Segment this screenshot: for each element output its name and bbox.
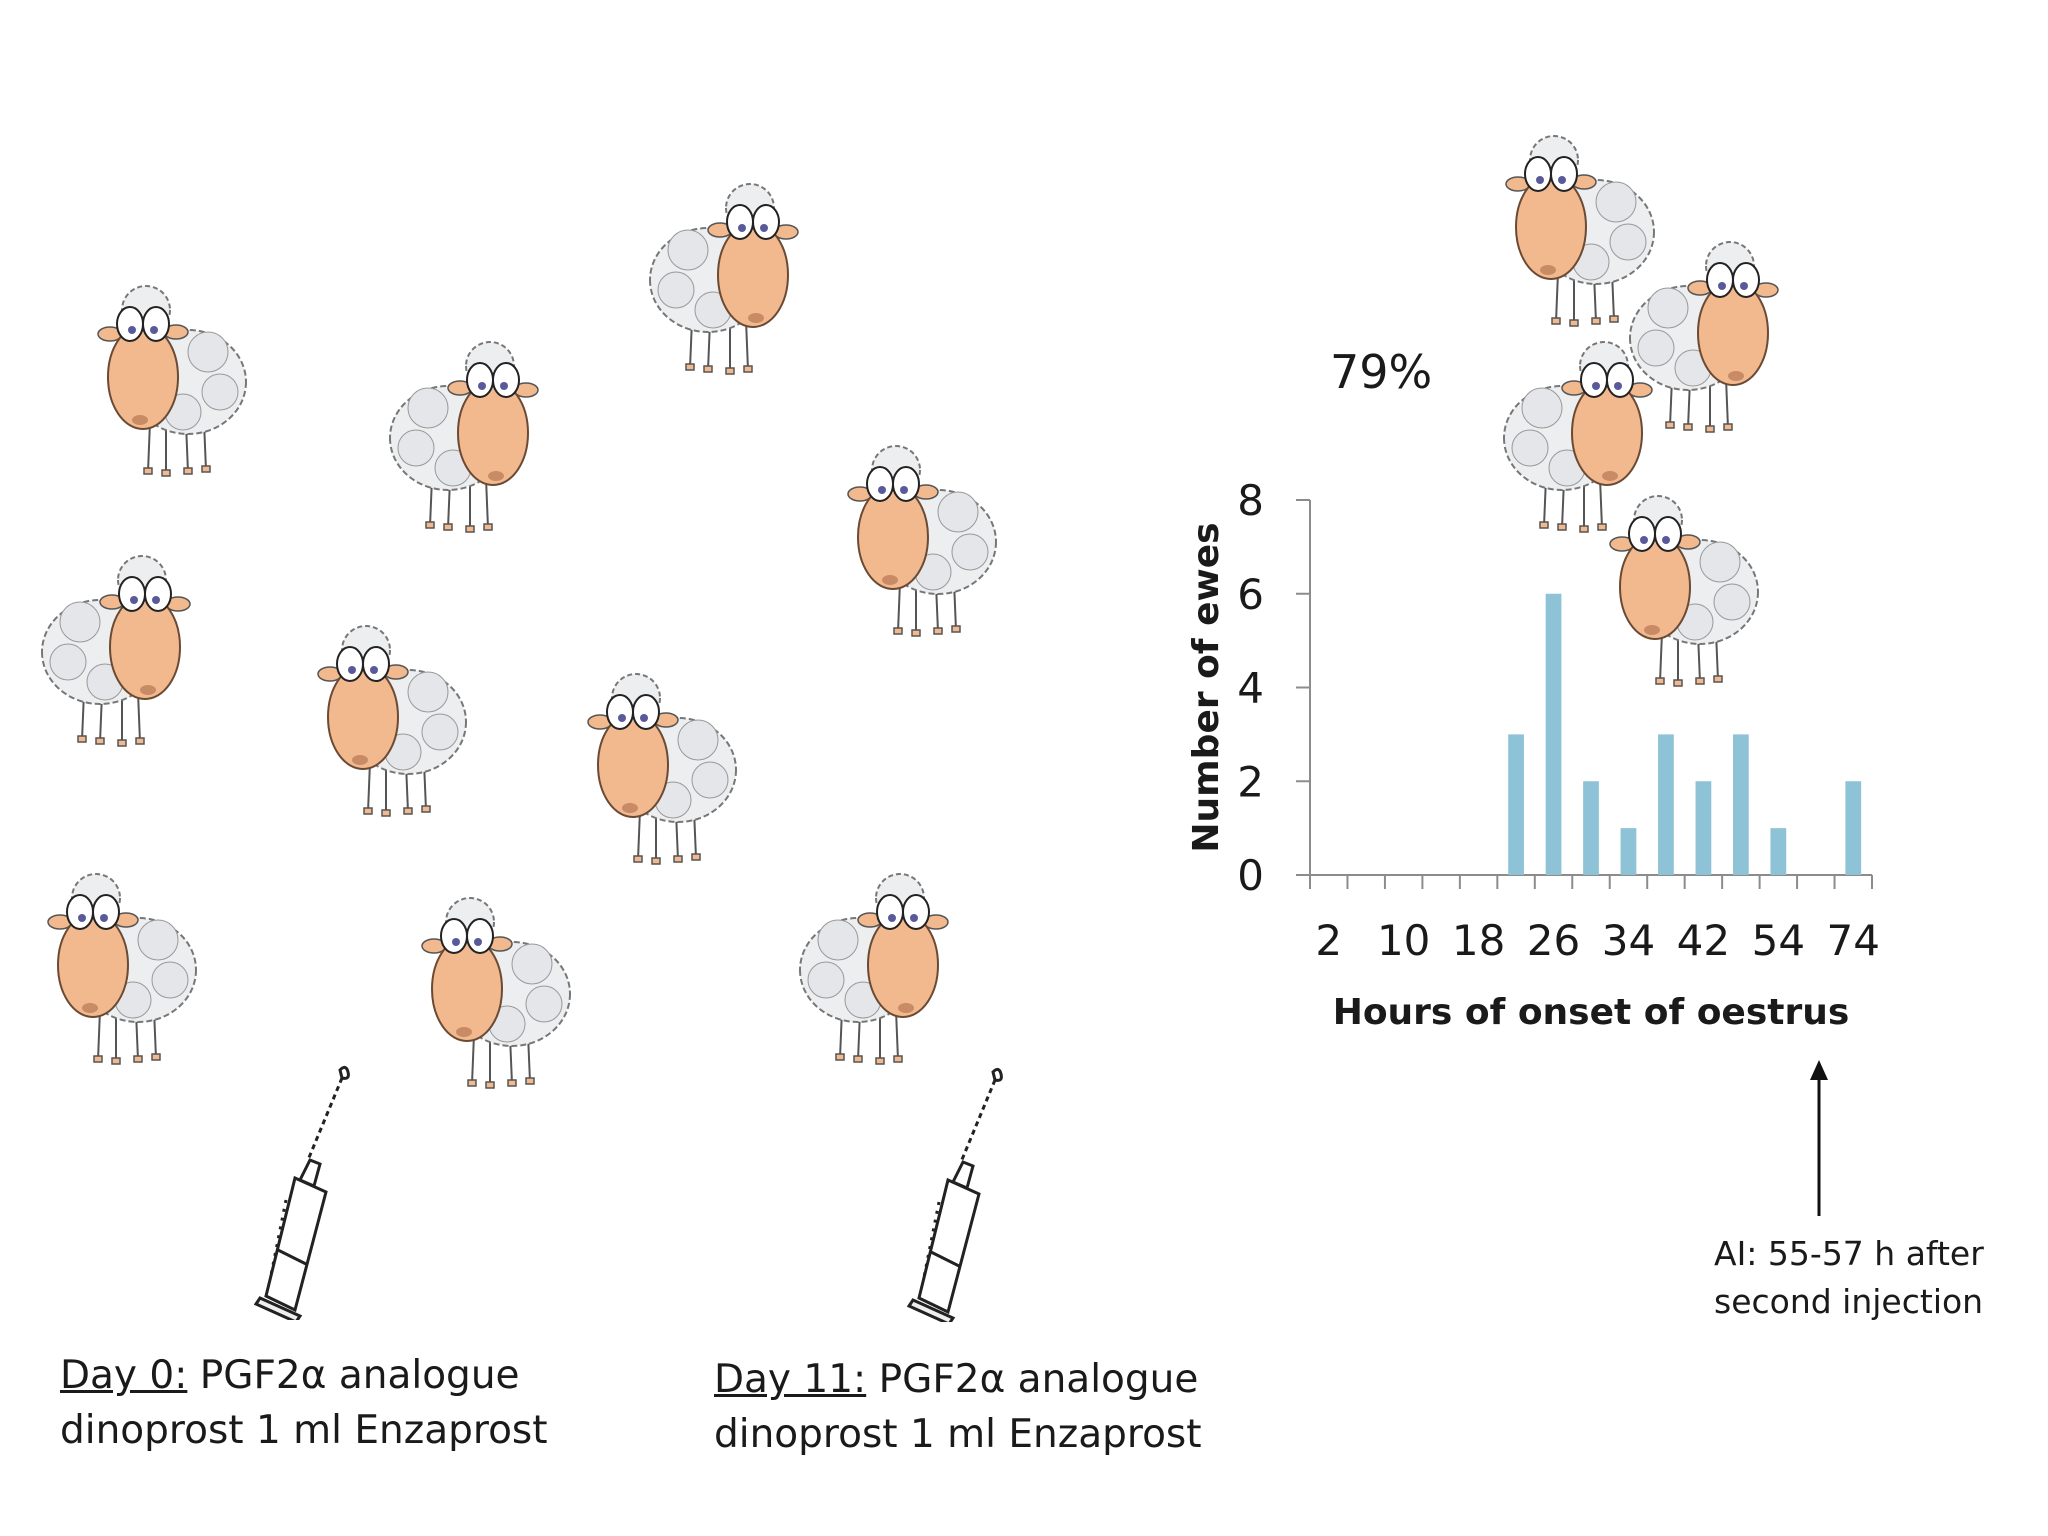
sheep-icon	[388, 328, 548, 542]
sheep-icon	[838, 432, 998, 646]
bar	[1845, 781, 1862, 875]
sheep-icon	[578, 660, 738, 874]
sheep-icon	[648, 170, 808, 384]
x-tick-label: 54	[1752, 916, 1805, 965]
x-tick-label: 10	[1377, 916, 1430, 965]
x-tick-label: 26	[1527, 916, 1580, 965]
syringe-icon	[253, 1065, 350, 1320]
sheep-icon	[1600, 482, 1760, 696]
y-tick-label: 0	[1237, 851, 1264, 900]
sheep-icon	[412, 884, 572, 1098]
x-axis-title: Hours of onset of oestrus	[1333, 992, 1850, 1033]
x-tick-label: 42	[1677, 916, 1730, 965]
up-arrow-icon	[1810, 1060, 1828, 1216]
day11-caption: Day 11: PGF2α analogue dinoprost 1 ml En…	[714, 1352, 1202, 1462]
x-tick-label: 18	[1452, 916, 1505, 965]
sheep-icon	[1496, 122, 1656, 336]
y-axis-title: Number of ewes	[1186, 522, 1227, 852]
bar	[1620, 828, 1637, 875]
sheep-icon	[88, 272, 248, 486]
y-tick-label: 8	[1237, 476, 1264, 525]
ai-annotation: AI: 55-57 h after second injection	[1714, 1230, 1984, 1326]
bar	[1770, 828, 1787, 875]
bar	[1658, 734, 1674, 875]
sheep-icon	[38, 860, 198, 1074]
day11-label: Day 11:	[714, 1357, 867, 1402]
day0-dose: dinoprost 1 ml Enzaprost	[60, 1408, 548, 1453]
day0-caption: Day 0: PGF2α analogue dinoprost 1 ml Enz…	[60, 1348, 548, 1458]
y-tick-label: 2	[1237, 757, 1264, 806]
sheep-icon	[1502, 328, 1662, 542]
percentage-label: 79%	[1330, 345, 1433, 399]
y-tick-label: 4	[1237, 664, 1264, 713]
bar	[1508, 734, 1524, 875]
bar	[1545, 593, 1562, 875]
sheep-icon	[798, 860, 958, 1074]
bar	[1732, 734, 1749, 875]
bar	[1695, 781, 1712, 875]
day11-dose: dinoprost 1 ml Enzaprost	[714, 1412, 1202, 1457]
day0-label: Day 0:	[60, 1353, 188, 1398]
sheep-icon	[1628, 228, 1788, 442]
day11-drug: PGF2α analogue	[866, 1357, 1199, 1402]
sheep-icon	[40, 542, 200, 756]
syringe-icon	[906, 1067, 1003, 1322]
ai-annotation-line1: AI: 55-57 h after	[1714, 1234, 1984, 1273]
sheep-icon	[308, 612, 468, 826]
x-tick-label: 34	[1602, 916, 1655, 965]
day0-drug: PGF2α analogue	[187, 1353, 520, 1398]
y-tick-label: 6	[1237, 570, 1264, 619]
ai-annotation-line2: second injection	[1714, 1282, 1984, 1321]
x-tick-label: 74	[1827, 916, 1880, 965]
bar	[1583, 781, 1599, 875]
x-tick-label: 2	[1315, 916, 1342, 965]
